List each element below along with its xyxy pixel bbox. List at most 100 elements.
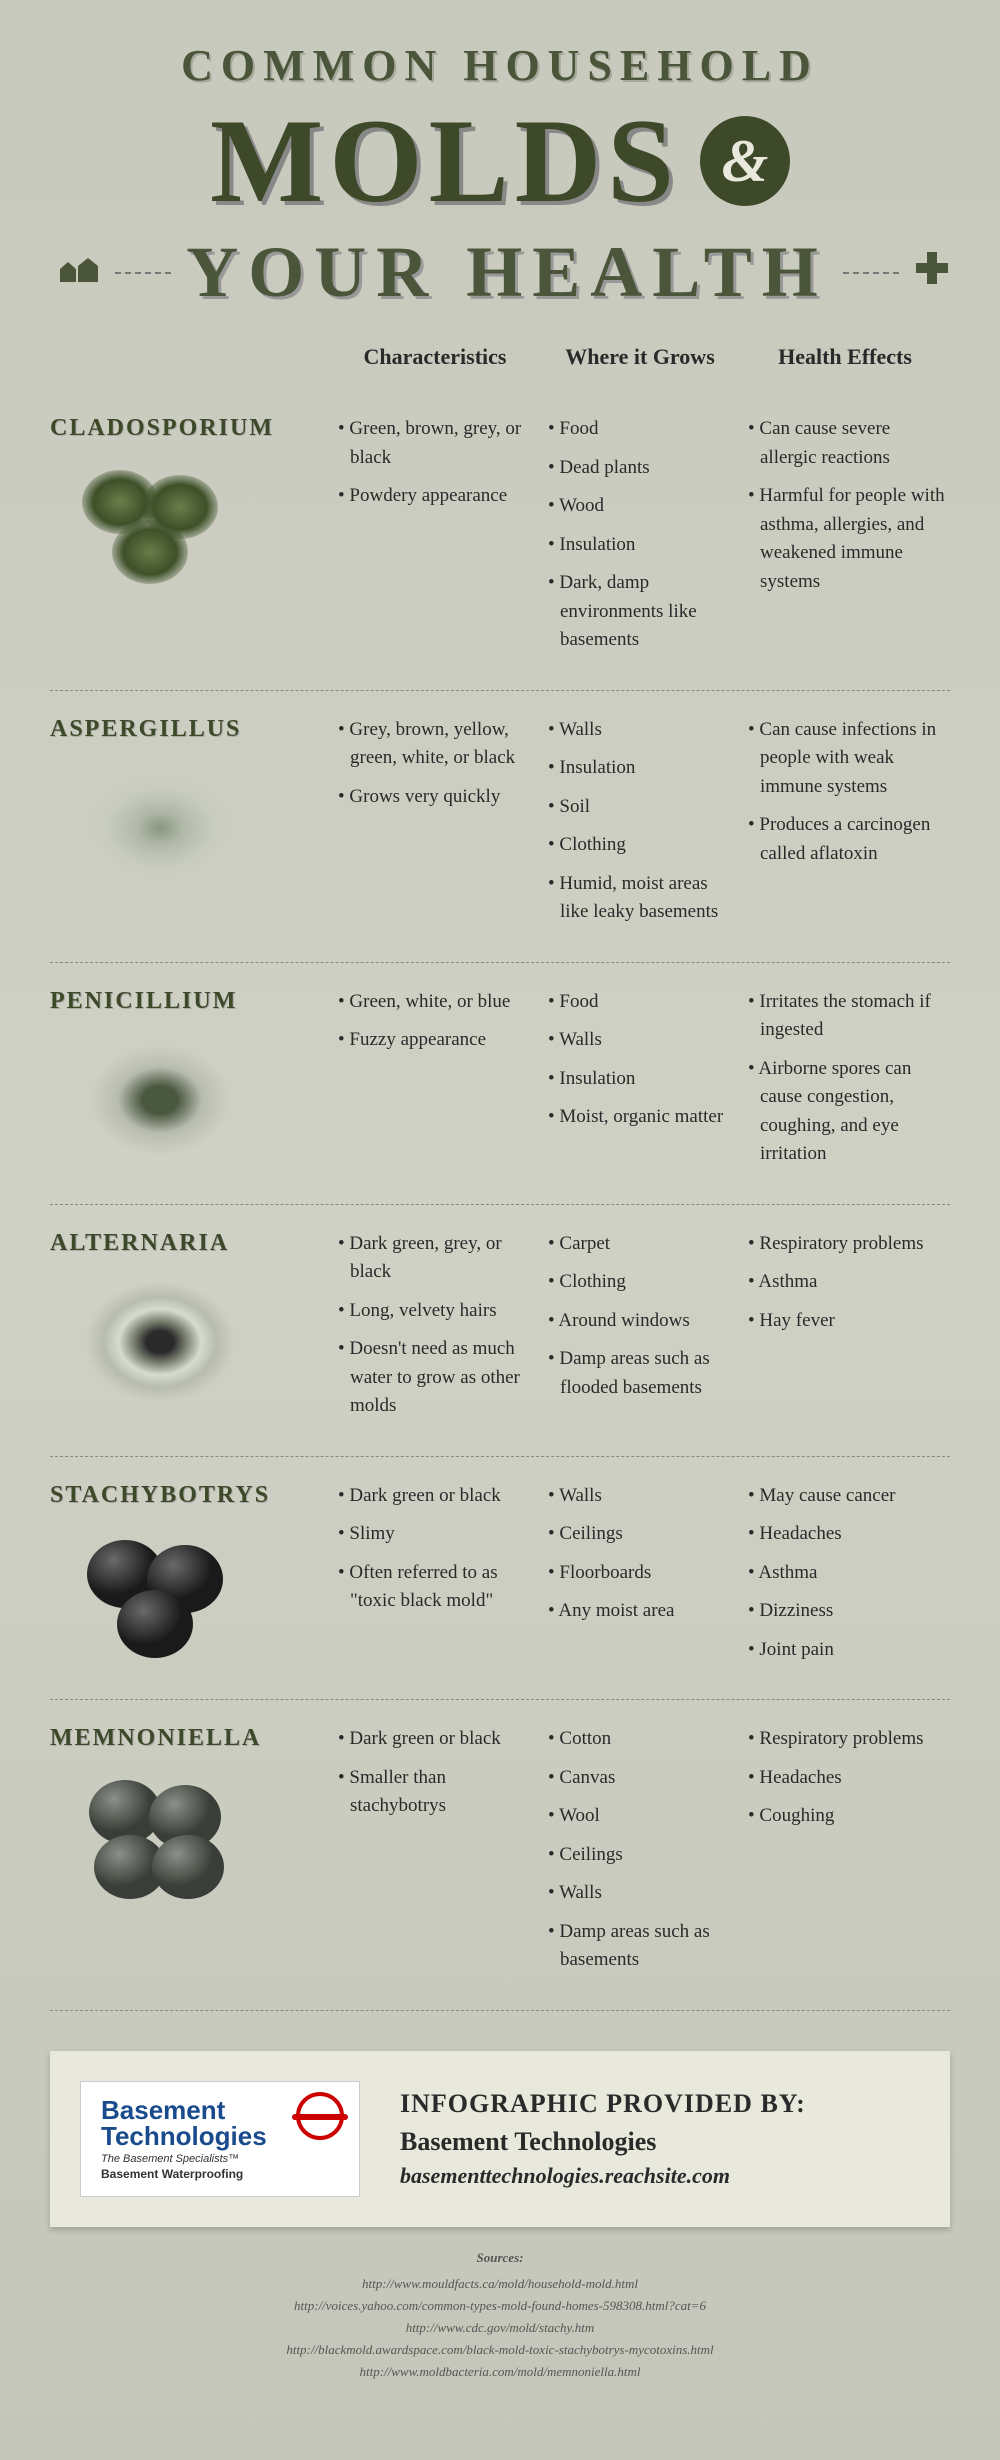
characteristics-list: Grey, brown, yellow, green, white, or bl… xyxy=(330,716,540,937)
list-item: Wood xyxy=(548,492,740,521)
logo-tagline-1: The Basement Specialists™ xyxy=(101,2153,339,2165)
list-item: Walls xyxy=(548,1482,740,1511)
list-item: Damp areas such as flooded basements xyxy=(548,1345,740,1402)
list-item: Grows very quickly xyxy=(338,783,540,812)
mold-illustration xyxy=(70,1767,250,1907)
characteristics-list: Dark green or black Smaller than stachybo… xyxy=(330,1725,540,1985)
list-item: Insulation xyxy=(548,531,740,560)
source-url: http://www.moldbacteria.com/mold/memnoni… xyxy=(50,2361,950,2383)
footer-provided-label: INFOGRAPHIC PROVIDED BY: xyxy=(400,2089,920,2119)
col-header-grows: Where it Grows xyxy=(540,344,740,370)
list-item: Can cause infections in people with weak… xyxy=(748,716,950,802)
sources-label: Sources: xyxy=(50,2247,950,2269)
mold-name-col: ALTERNARIA xyxy=(50,1230,330,1431)
list-item: Humid, moist areas like leaky basements xyxy=(548,870,740,927)
characteristics-list: Dark green or black Slimy Often referred t… xyxy=(330,1482,540,1675)
footer-url: basementtechnologies.reachsite.com xyxy=(400,2163,920,2189)
sources: Sources: http://www.mouldfacts.ca/mold/h… xyxy=(50,2247,950,2384)
grows-list: CottonCanvasWoolCeilingsWallsDamp areas … xyxy=(540,1725,740,1985)
list-item: Insulation xyxy=(548,754,740,783)
column-headers: Characteristics Where it Grows Health Ef… xyxy=(50,344,950,370)
effects-list: Respiratory problemsAsthmaHay fever xyxy=(740,1230,950,1431)
list-item: Around windows xyxy=(548,1307,740,1336)
list-item: Asthma xyxy=(748,1268,950,1297)
title-section: COMMON HOUSEHOLD MOLDS & YOUR HEALTH xyxy=(50,40,950,314)
list-item: Smaller than stachybotrys xyxy=(338,1764,540,1821)
list-item: Long, velvety hairs xyxy=(338,1297,540,1326)
list-item: Dark green or black xyxy=(338,1725,540,1754)
list-item: Clothing xyxy=(548,831,740,860)
logo-tagline-2: Basement Waterproofing xyxy=(101,2167,339,2181)
list-item: Slimy xyxy=(338,1520,540,1549)
grows-list: WallsCeilingsFloorboardsAny moist area xyxy=(540,1482,740,1675)
list-item: Fuzzy appearance xyxy=(338,1026,540,1055)
list-item: Headaches xyxy=(748,1764,950,1793)
list-item: Dead plants xyxy=(548,454,740,483)
footer-box: Basement Technologies The Basement Speci… xyxy=(50,2051,950,2227)
logo: Basement Technologies The Basement Speci… xyxy=(80,2081,360,2197)
mold-name-col: STACHYBOTRYS xyxy=(50,1482,330,1675)
title-line3: YOUR HEALTH xyxy=(186,231,827,314)
characteristics-list: Dark green, grey, or black Long, velvety … xyxy=(330,1230,540,1431)
list-item: Wool xyxy=(548,1802,740,1831)
mold-name: CLADOSPORIUM xyxy=(50,415,274,442)
characteristics-list: Green, brown, grey, or blackPowdery appe… xyxy=(330,415,540,665)
mold-name-col: ASPERGILLUS xyxy=(50,716,330,937)
divider xyxy=(115,272,171,274)
mold-name-col: PENICILLIUM xyxy=(50,988,330,1179)
effects-list: Can cause severe allergic reactions Harmf… xyxy=(740,415,950,665)
list-item: Asthma xyxy=(748,1559,950,1588)
list-item: Walls xyxy=(548,716,740,745)
mold-row: MEMNONIELLA Dark green or black Smaller t… xyxy=(50,1700,950,2011)
list-item: Green, white, or blue xyxy=(338,988,540,1017)
list-item: Cotton xyxy=(548,1725,740,1754)
ampersand-icon: & xyxy=(700,116,790,206)
list-item: Dark, damp environments like basements xyxy=(548,569,740,655)
list-item: Hay fever xyxy=(748,1307,950,1336)
title-line1: COMMON HOUSEHOLD xyxy=(50,40,950,91)
house-icon xyxy=(50,254,100,292)
divider xyxy=(843,272,899,274)
list-item: Respiratory problems xyxy=(748,1725,950,1754)
characteristics-list: Green, white, or blue Fuzzy appearance xyxy=(330,988,540,1179)
mold-row: STACHYBOTRYS Dark green or black Slimy Oft… xyxy=(50,1457,950,1701)
list-item: Food xyxy=(548,415,740,444)
list-item: May cause cancer xyxy=(748,1482,950,1511)
list-item: Damp areas such as basements xyxy=(548,1918,740,1975)
list-item: Produces a carcinogen called aflatoxin xyxy=(748,811,950,868)
list-item: Powdery appearance xyxy=(338,482,540,511)
list-item: Joint pain xyxy=(748,1636,950,1665)
logo-icon xyxy=(296,2092,344,2140)
list-item: Can cause severe allergic reactions xyxy=(748,415,950,472)
mold-row: ALTERNARIA Dark green, grey, or black Lon… xyxy=(50,1205,950,1457)
list-item: Canvas xyxy=(548,1764,740,1793)
mold-illustration xyxy=(70,457,250,597)
mold-illustration xyxy=(70,1524,250,1664)
list-item: Doesn't need as much water to grow as ot… xyxy=(338,1335,540,1421)
effects-list: May cause cancerHeadachesAsthmaDizziness… xyxy=(740,1482,950,1675)
effects-list: Respiratory problemsHeadachesCoughing xyxy=(740,1725,950,1985)
list-item: Any moist area xyxy=(548,1597,740,1626)
list-item: Insulation xyxy=(548,1065,740,1094)
mold-rows-container: CLADOSPORIUM Green, brown, grey, or blac… xyxy=(50,390,950,2011)
mold-row: PENICILLIUM Green, white, or blue Fuzzy a… xyxy=(50,963,950,1205)
list-item: Dark green, grey, or black xyxy=(338,1230,540,1287)
list-item: Ceilings xyxy=(548,1520,740,1549)
list-item: Often referred to as "toxic black mold" xyxy=(338,1559,540,1616)
col-header-characteristics: Characteristics xyxy=(330,344,540,370)
source-url: http://blackmold.awardspace.com/black-mo… xyxy=(50,2339,950,2361)
list-item: Harmful for people with asthma, allergie… xyxy=(748,482,950,596)
list-item: Grey, brown, yellow, green, white, or bl… xyxy=(338,716,540,773)
mold-illustration xyxy=(70,758,250,898)
footer-info: INFOGRAPHIC PROVIDED BY: Basement Techno… xyxy=(400,2089,920,2189)
list-item: Dark green or black xyxy=(338,1482,540,1511)
list-item: Moist, organic matter xyxy=(548,1103,740,1132)
mold-name-col: MEMNONIELLA xyxy=(50,1725,330,1985)
mold-name: MEMNONIELLA xyxy=(50,1725,261,1752)
grows-list: WallsInsulationSoilClothingHumid, moist … xyxy=(540,716,740,937)
mold-name: ALTERNARIA xyxy=(50,1230,229,1257)
grows-list: FoodWallsInsulationMoist, organic matter xyxy=(540,988,740,1179)
mold-illustration xyxy=(70,1030,250,1170)
mold-name: ASPERGILLUS xyxy=(50,716,241,743)
title-line2: MOLDS xyxy=(210,101,680,221)
